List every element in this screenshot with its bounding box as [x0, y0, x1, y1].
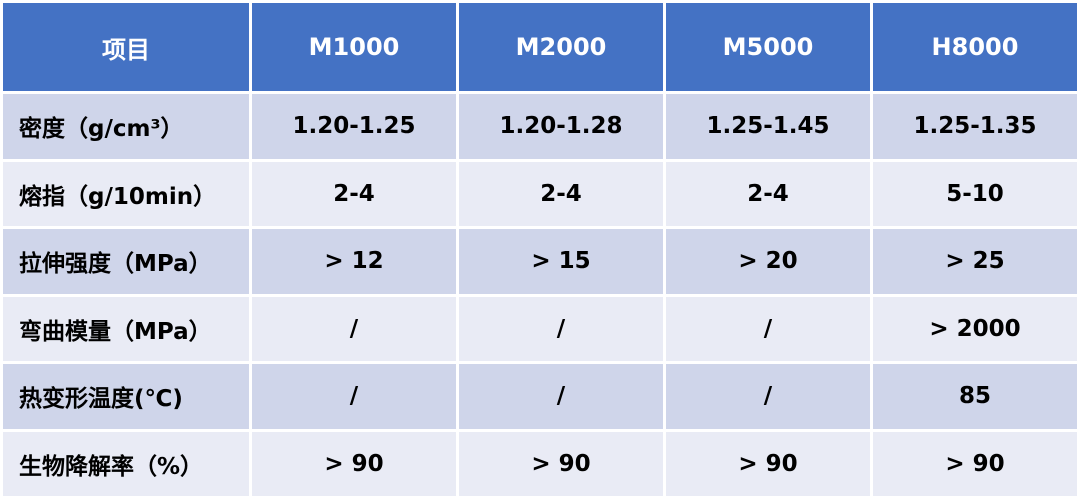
table-row-flexural-modulus: 弯曲模量（MPa） / / / > 2000 [3, 296, 1077, 361]
table-cell: > 12 [252, 229, 456, 294]
row-label: 密度（g/cm³） [3, 94, 249, 159]
table-cell: / [252, 296, 456, 361]
table-cell: 1.25-1.45 [666, 94, 870, 159]
row-label: 生物降解率（%） [3, 431, 249, 496]
table-cell: > 25 [873, 229, 1077, 294]
table-row-melt-index: 熔指（g/10min） 2-4 2-4 2-4 5-10 [3, 161, 1077, 226]
table-cell: / [666, 364, 870, 429]
table-cell: 85 [873, 364, 1077, 429]
header-m5000: M5000 [666, 3, 870, 91]
table-row-heat-deflection: 热变形温度(℃) / / / 85 [3, 364, 1077, 429]
table-cell: > 90 [459, 431, 663, 496]
table-cell: / [459, 296, 663, 361]
table-cell: 2-4 [459, 161, 663, 226]
header-h8000: H8000 [873, 3, 1077, 91]
table-cell: 2-4 [666, 161, 870, 226]
table-cell: > 90 [666, 431, 870, 496]
table-cell: > 90 [252, 431, 456, 496]
row-label: 弯曲模量（MPa） [3, 296, 249, 361]
header-m2000: M2000 [459, 3, 663, 91]
row-label: 熔指（g/10min） [3, 161, 249, 226]
table-cell: 1.25-1.35 [873, 94, 1077, 159]
table-cell: 5-10 [873, 161, 1077, 226]
table-cell: / [666, 296, 870, 361]
row-label: 拉伸强度（MPa） [3, 229, 249, 294]
table-cell: > 2000 [873, 296, 1077, 361]
table-cell: / [252, 364, 456, 429]
header-m1000: M1000 [252, 3, 456, 91]
table-cell: 1.20-1.28 [459, 94, 663, 159]
table-row-tensile-strength: 拉伸强度（MPa） > 12 > 15 > 20 > 25 [3, 229, 1077, 294]
header-row: 项目 M1000 M2000 M5000 H8000 [3, 3, 1077, 91]
table-cell: 2-4 [252, 161, 456, 226]
row-label: 热变形温度(℃) [3, 364, 249, 429]
table-cell: 1.20-1.25 [252, 94, 456, 159]
table-cell: > 15 [459, 229, 663, 294]
table-row-biodegradation: 生物降解率（%） > 90 > 90 > 90 > 90 [3, 431, 1077, 496]
table-cell: > 20 [666, 229, 870, 294]
table-row-density: 密度（g/cm³） 1.20-1.25 1.20-1.28 1.25-1.45 … [3, 94, 1077, 159]
table-cell: > 90 [873, 431, 1077, 496]
table-cell: / [459, 364, 663, 429]
header-item: 项目 [3, 3, 249, 91]
